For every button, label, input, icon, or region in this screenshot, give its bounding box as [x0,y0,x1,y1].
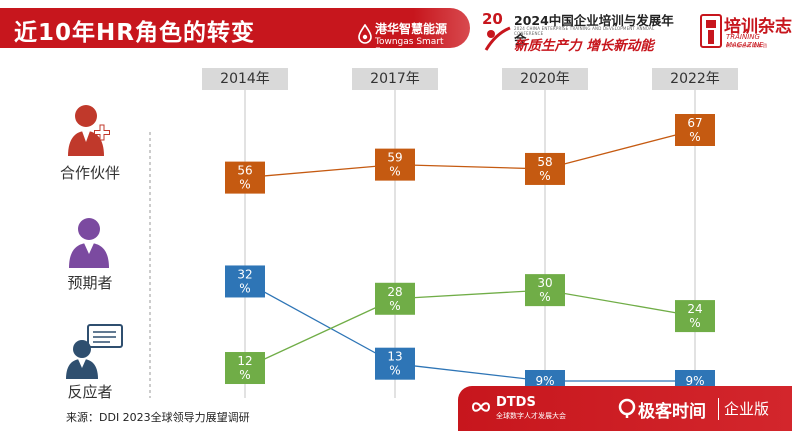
swoosh-icon [484,26,511,51]
conference-slogan: 新质生产力 增长新动能 [514,38,654,54]
year-header-2017: 2017年 [352,68,438,90]
data-label: % [689,316,700,330]
role-label-partner: 合作伙伴 [59,164,120,182]
data-label: 13 [387,350,402,364]
data-point-0-0: 56% [225,161,265,194]
data-label: % [539,169,550,183]
data-point-box [675,114,715,146]
data-point-box [375,148,415,181]
data-label: 58 [537,155,552,169]
data-label: % [239,368,250,382]
data-point-0-2: 58% [525,152,565,185]
magazine-emblem-icon [700,14,722,48]
title-banner: 近10年HR角色的转变 港华智慧能源 Towngas Smart Energy [0,8,470,57]
data-point-2-2: 30% [525,274,565,307]
data-label: % [389,165,400,179]
source-note: 来源：DDI 2023全球领导力展望调研 [66,411,250,424]
data-point-box [225,265,265,298]
dtds-infinity-icon [471,402,491,412]
dtds-name: DTDS [496,395,536,410]
data-point-0-3: 67% [675,114,715,146]
footer-separator [718,398,719,420]
data-label: 59 [387,151,402,165]
enterprise-edition-label: 企业版 [724,400,770,418]
data-point-box [525,152,565,185]
partner-person-icon [68,105,110,156]
year-gridlines [244,90,696,398]
series-line-2 [244,289,696,369]
towngas-name-cn: 港华智慧能源 [375,22,448,36]
reactor-person-icon [66,324,123,379]
data-label: 24 [687,302,702,316]
data-point-box [375,282,415,315]
data-label: % [389,299,400,313]
role-label-reactor: 反应者 [67,383,113,401]
training-magazine-logo: 培训杂志 TRAINING MAGAZINE 新 华 报 业 传 媒 集 团 [700,12,792,52]
data-label: 9% [685,374,704,388]
geektime-brand: 极客时间 [638,402,706,422]
data-point-box [225,161,265,194]
flame-icon [358,24,372,44]
magazine-name-cn: 培训杂志 [724,17,792,37]
data-label: 32 [237,267,252,281]
data-point-2-0: 12% [225,352,265,385]
conference-subtitle: 2024 CHINA ENTERPRISE TRAINING AND DEVEL… [514,26,655,36]
data-point-2-3: 24% [675,300,715,333]
data-label: % [539,290,550,304]
data-label: 56 [237,164,252,178]
data-label: 28 [387,285,402,299]
data-point-0-1: 59% [375,148,415,181]
data-point-2-1: 28% [375,282,415,315]
towngas-name-en: Towngas Smart Energy [375,37,444,57]
data-point-1-1: 13% [375,347,415,380]
data-label: % [239,178,250,192]
data-label: % [689,130,700,144]
page-title: 近10年HR角色的转变 [14,20,255,46]
anticipator-person-icon [69,218,109,268]
data-label: 30 [537,276,552,290]
year-header-2020: 2020年 [502,68,588,90]
footer-banner: DTDS 全球数字人才发展大会 极客时间 企业版 [458,386,792,431]
series-line-1 [244,280,695,382]
magazine-name-en: TRAINING MAGAZINE [726,33,764,49]
year-header-2022: 2022年 [652,68,738,90]
data-points: 56%59%58%67%32%13%9% 9%12%28%30%24% [225,114,715,392]
data-label: 12 [237,354,252,368]
data-label: % [239,281,250,295]
towngas-logo: 港华智慧能源 Towngas Smart Energy [355,20,467,57]
data-label: % [389,364,400,378]
data-point-1-0: 32% [225,265,265,298]
magazine-publisher: 新 华 报 业 传 媒 集 团 [726,43,767,48]
conference-year-mark: 20 [482,10,503,28]
data-point-box [675,300,715,333]
series-lines [244,129,696,382]
conference-title: 2024中国企业培训与发展年会 [514,13,674,47]
data-label: 9% [535,374,554,388]
role-label-anticipator: 预期者 [67,274,113,292]
conference-logo: 20 2024中国企业培训与发展年会 2024 CHINA ENTERPRISE… [480,8,680,54]
dtds-subtitle: 全球数字人才发展大会 [496,412,566,420]
geektime-icon [618,398,636,418]
data-label: 67 [687,116,702,130]
data-point-box [525,274,565,307]
data-point-box [375,347,415,380]
year-header-2014: 2014年 [202,68,288,90]
data-point-box [225,352,265,385]
series-line-0 [244,129,696,179]
